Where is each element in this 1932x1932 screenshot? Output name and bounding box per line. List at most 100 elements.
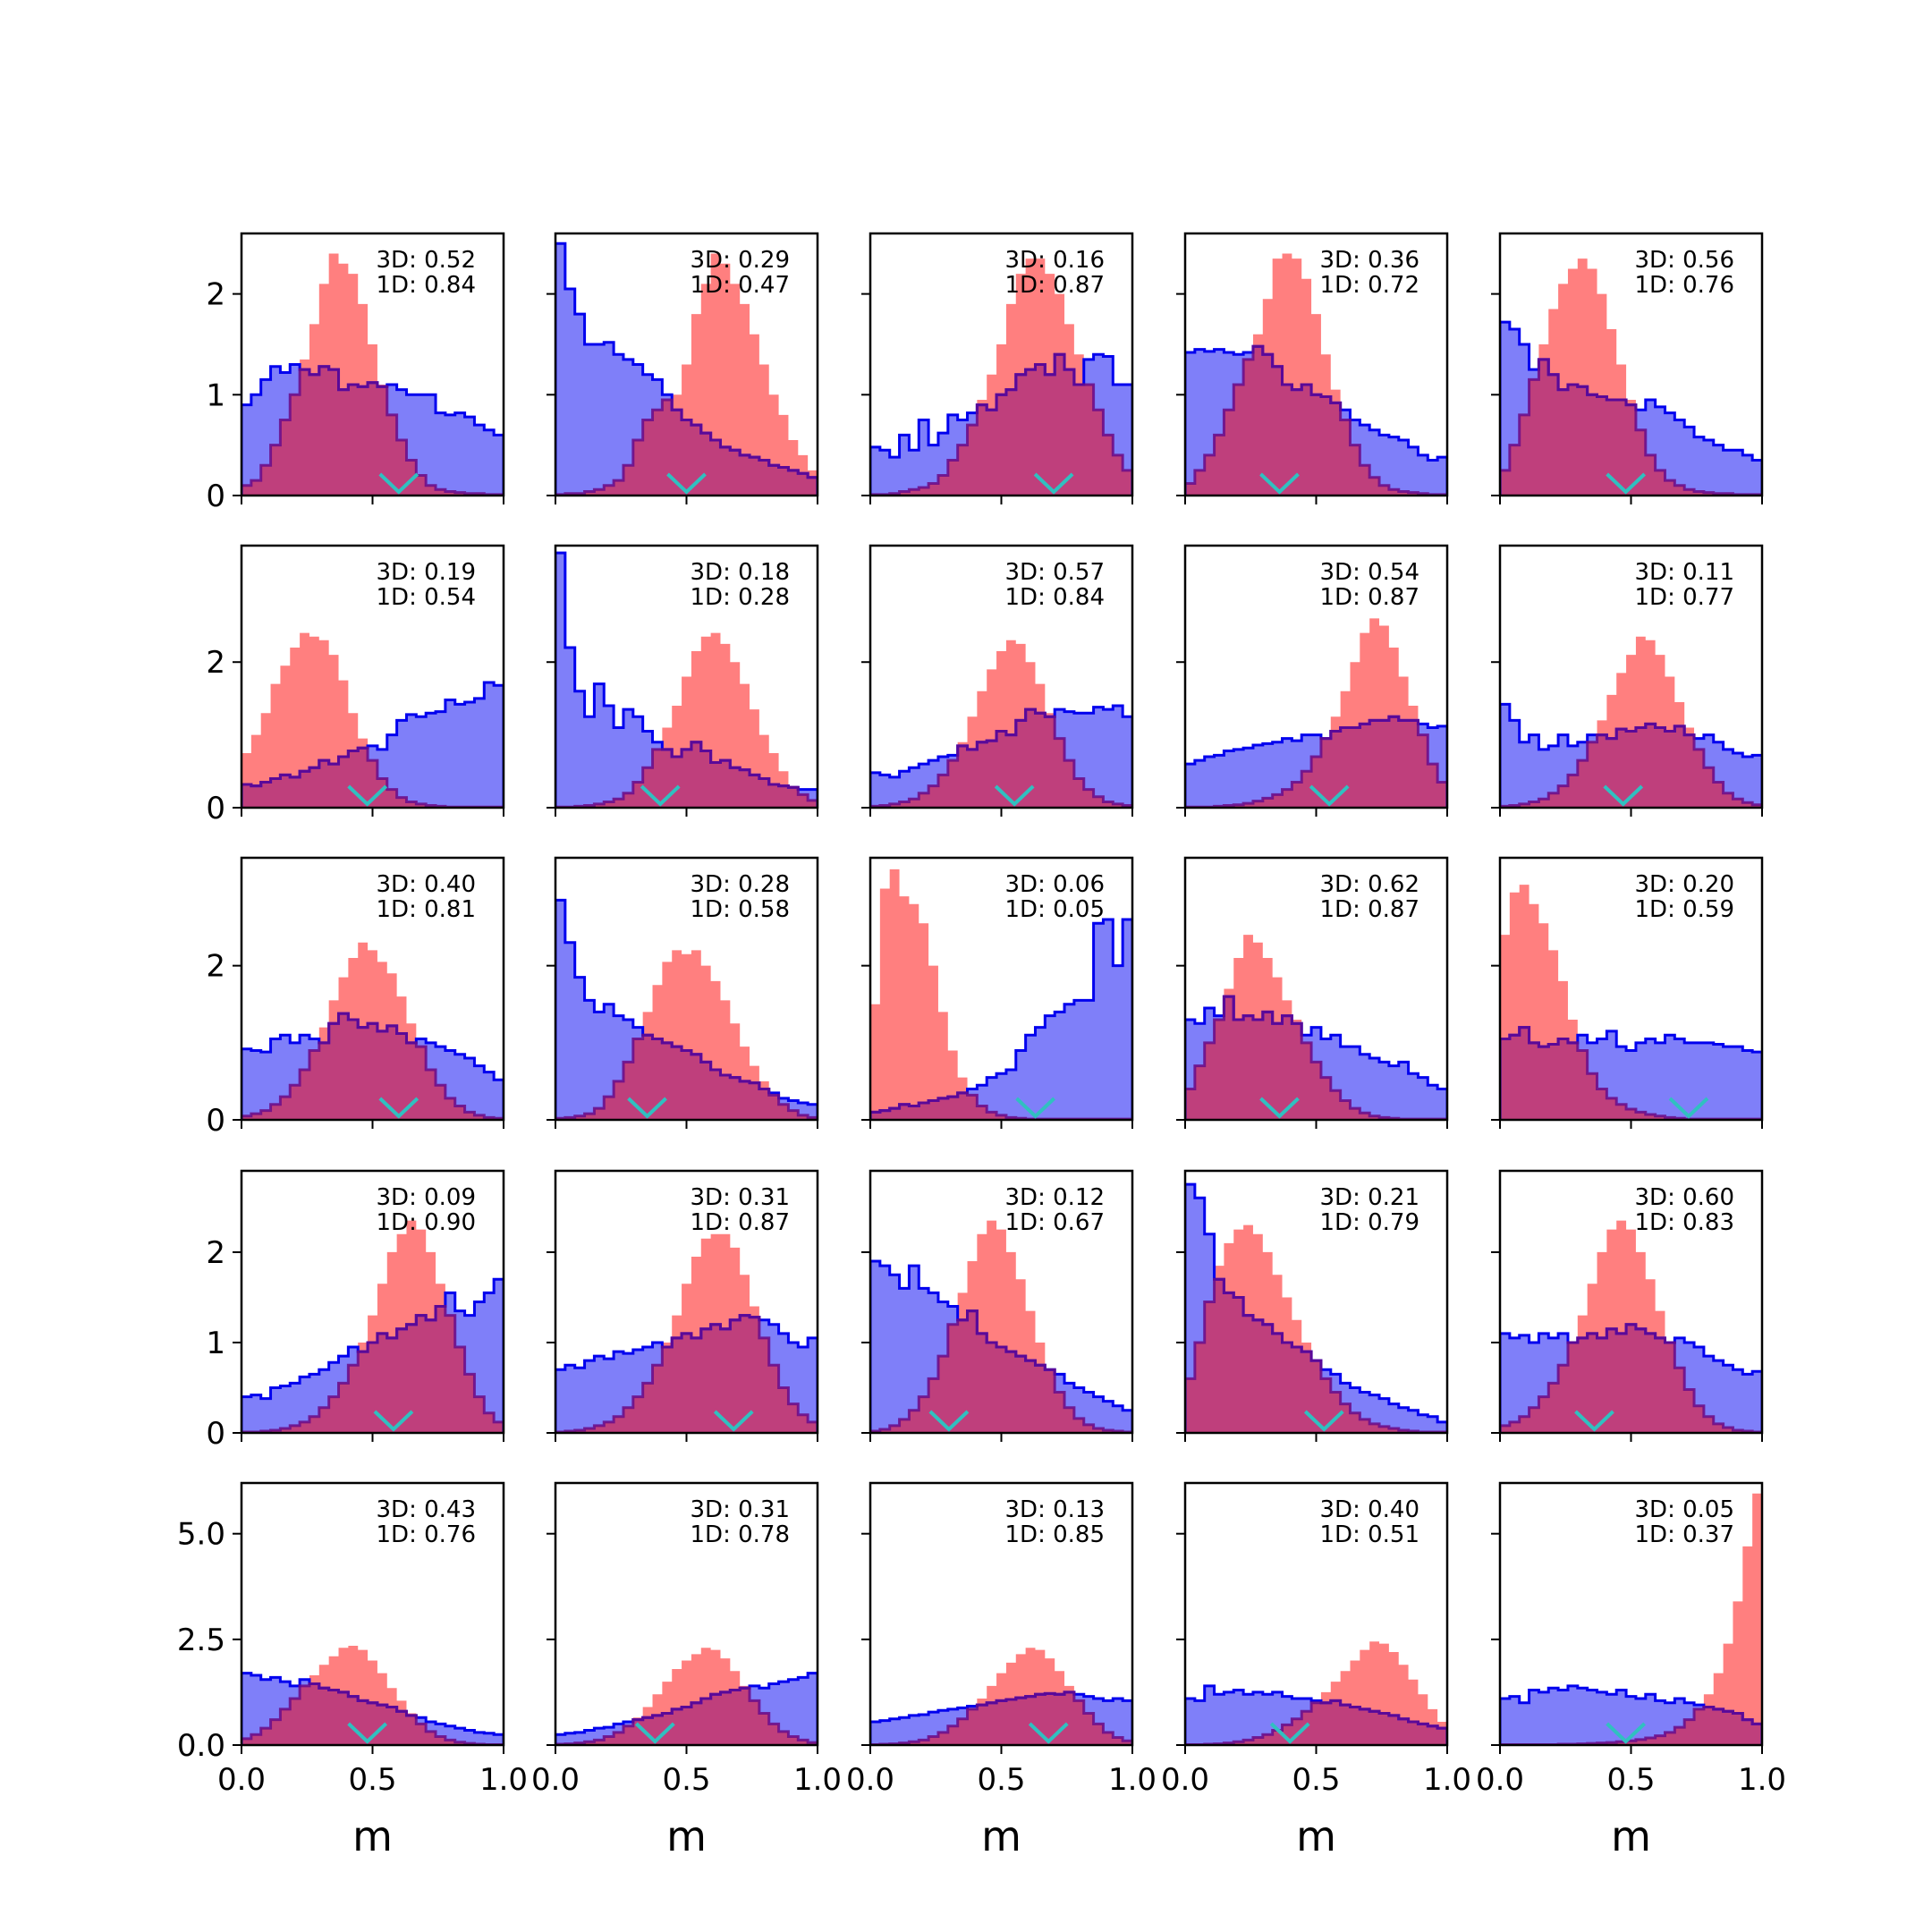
y-tick-label: 0 [206,791,225,826]
label-1d: 1D: 0.87 [1320,896,1419,923]
marker-v [1028,1722,1069,1744]
marker-v [640,784,681,807]
x-axis-label: m [1296,1812,1336,1860]
x-tick-label: 0.0 [846,1762,894,1798]
x-tick-label: 0.0 [531,1762,580,1798]
marker-v [1606,472,1647,495]
overlap-outline [1185,344,1447,496]
y-tick-label: 2 [206,1235,225,1271]
panel-plot-area [1500,636,1762,808]
label-1d: 1D: 0.83 [1635,1209,1734,1236]
panel-plot-area [1185,935,1447,1120]
blue-histogram-fill [870,919,1132,1120]
red-histogram-fill [555,1648,818,1745]
label-1d: 1D: 0.84 [377,272,476,299]
panel-plot-area [555,898,818,1120]
red-histogram-fill [870,1648,1132,1745]
label-3d: 3D: 0.29 [691,247,790,274]
overlap-outline [555,398,818,496]
panel-plot-area [1185,1182,1447,1433]
label-3d: 3D: 0.57 [1005,559,1105,586]
x-axis-label: m [352,1812,393,1860]
overlap-outline [870,1309,1132,1433]
label-1d: 1D: 0.76 [377,1521,476,1548]
marker-v [1309,784,1350,807]
label-3d: 3D: 0.19 [377,559,476,586]
marker-v [1269,1722,1310,1744]
overlap-outline [1500,722,1762,808]
label-1d: 1D: 0.77 [1635,584,1734,611]
label-3d: 3D: 0.54 [1320,559,1419,586]
panel-plot-area [1500,258,1762,496]
label-1d: 1D: 0.47 [691,272,790,299]
red-histogram-fill [1185,618,1447,808]
label-3d: 3D: 0.20 [1635,871,1734,898]
red-histogram-fill [555,253,818,496]
label-3d: 3D: 0.13 [1005,1496,1105,1523]
marker-v [1668,1097,1709,1119]
marker-v [1603,784,1644,807]
panel-plot-area [242,942,504,1120]
panel-plot-area [555,1648,818,1745]
panel-plot-area [242,632,504,808]
red-histogram-fill [242,1645,504,1745]
label-1d: 1D: 0.05 [1005,896,1105,923]
label-1d: 1D: 0.90 [377,1209,476,1236]
y-tick-label: 2 [206,949,225,985]
red-histogram-fill [242,632,504,808]
overlap-outline [555,1686,818,1745]
panel-plot-area [555,242,818,496]
y-tick-label: 2.5 [177,1623,225,1658]
marker-v [713,1410,754,1432]
overlap-outline [242,1305,504,1433]
red-histogram-fill [555,632,818,808]
label-1d: 1D: 0.79 [1320,1209,1419,1236]
panel-plot-area [870,640,1132,808]
overlap-outline [870,1690,1132,1745]
overlap-outline [242,1012,504,1120]
red-histogram-fill [242,253,504,496]
y-tick-label: 0 [206,479,225,514]
panel-plot-area [555,1233,818,1433]
x-tick-label: 0.5 [1292,1762,1340,1798]
overlap-outline [870,352,1132,496]
label-3d: 3D: 0.05 [1635,1496,1734,1523]
marker-v [378,1097,419,1119]
x-tick-label: 0.5 [977,1762,1025,1798]
x-axis-label: m [1611,1812,1651,1860]
panel-plot-area [1185,253,1447,496]
x-tick-label: 0.0 [1476,1762,1524,1798]
panel-plot-area [555,551,818,808]
marker-v [1303,1410,1344,1432]
label-3d: 3D: 0.56 [1635,247,1734,274]
overlap-outline [555,1314,818,1433]
label-1d: 1D: 0.28 [691,584,790,611]
label-1d: 1D: 0.67 [1005,1209,1105,1236]
marker-v [1574,1410,1614,1432]
label-1d: 1D: 0.58 [691,896,790,923]
label-3d: 3D: 0.12 [1005,1184,1105,1211]
label-1d: 1D: 0.76 [1635,272,1734,299]
label-1d: 1D: 0.87 [1320,584,1419,611]
label-3d: 3D: 0.52 [377,247,476,274]
marker-v [928,1410,970,1432]
label-1d: 1D: 0.84 [1005,584,1105,611]
y-tick-label: 5.0 [177,1517,225,1553]
label-3d: 3D: 0.06 [1005,871,1105,898]
overlap-outline [242,1682,504,1745]
label-1d: 1D: 0.51 [1320,1521,1419,1548]
marker-v [1259,472,1300,495]
marker-v [347,1722,388,1744]
